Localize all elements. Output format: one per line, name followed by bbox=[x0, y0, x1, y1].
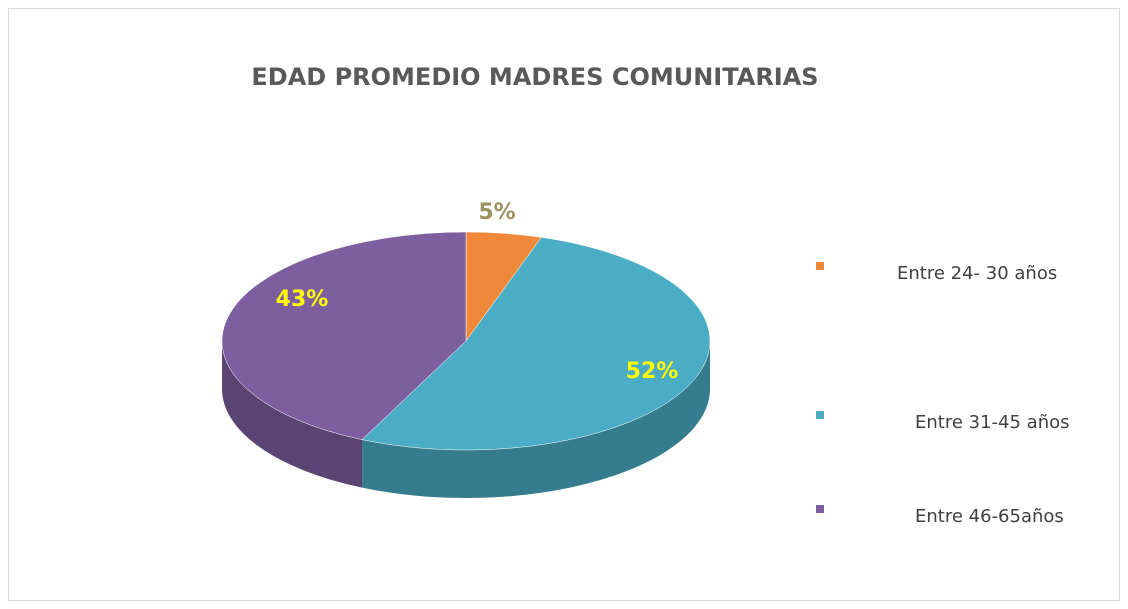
pie-slice-side bbox=[222, 341, 363, 488]
legend-label: Entre 24- 30 años bbox=[897, 263, 1057, 284]
data-label: 43% bbox=[276, 287, 329, 312]
chart-title: EDAD PROMEDIO MADRES COMUNITARIAS bbox=[251, 63, 818, 91]
legend-marker bbox=[816, 411, 824, 419]
data-label: 5% bbox=[478, 200, 515, 225]
data-label: 52% bbox=[626, 359, 679, 384]
legend-label: Entre 46-65años bbox=[915, 506, 1064, 527]
legend-label: Entre 31-45 años bbox=[915, 412, 1070, 433]
legend-marker bbox=[816, 505, 824, 513]
pie-slice-side bbox=[362, 341, 710, 498]
legend-marker bbox=[816, 262, 824, 270]
pie-slice bbox=[361, 237, 711, 451]
pie-slice bbox=[221, 231, 467, 440]
